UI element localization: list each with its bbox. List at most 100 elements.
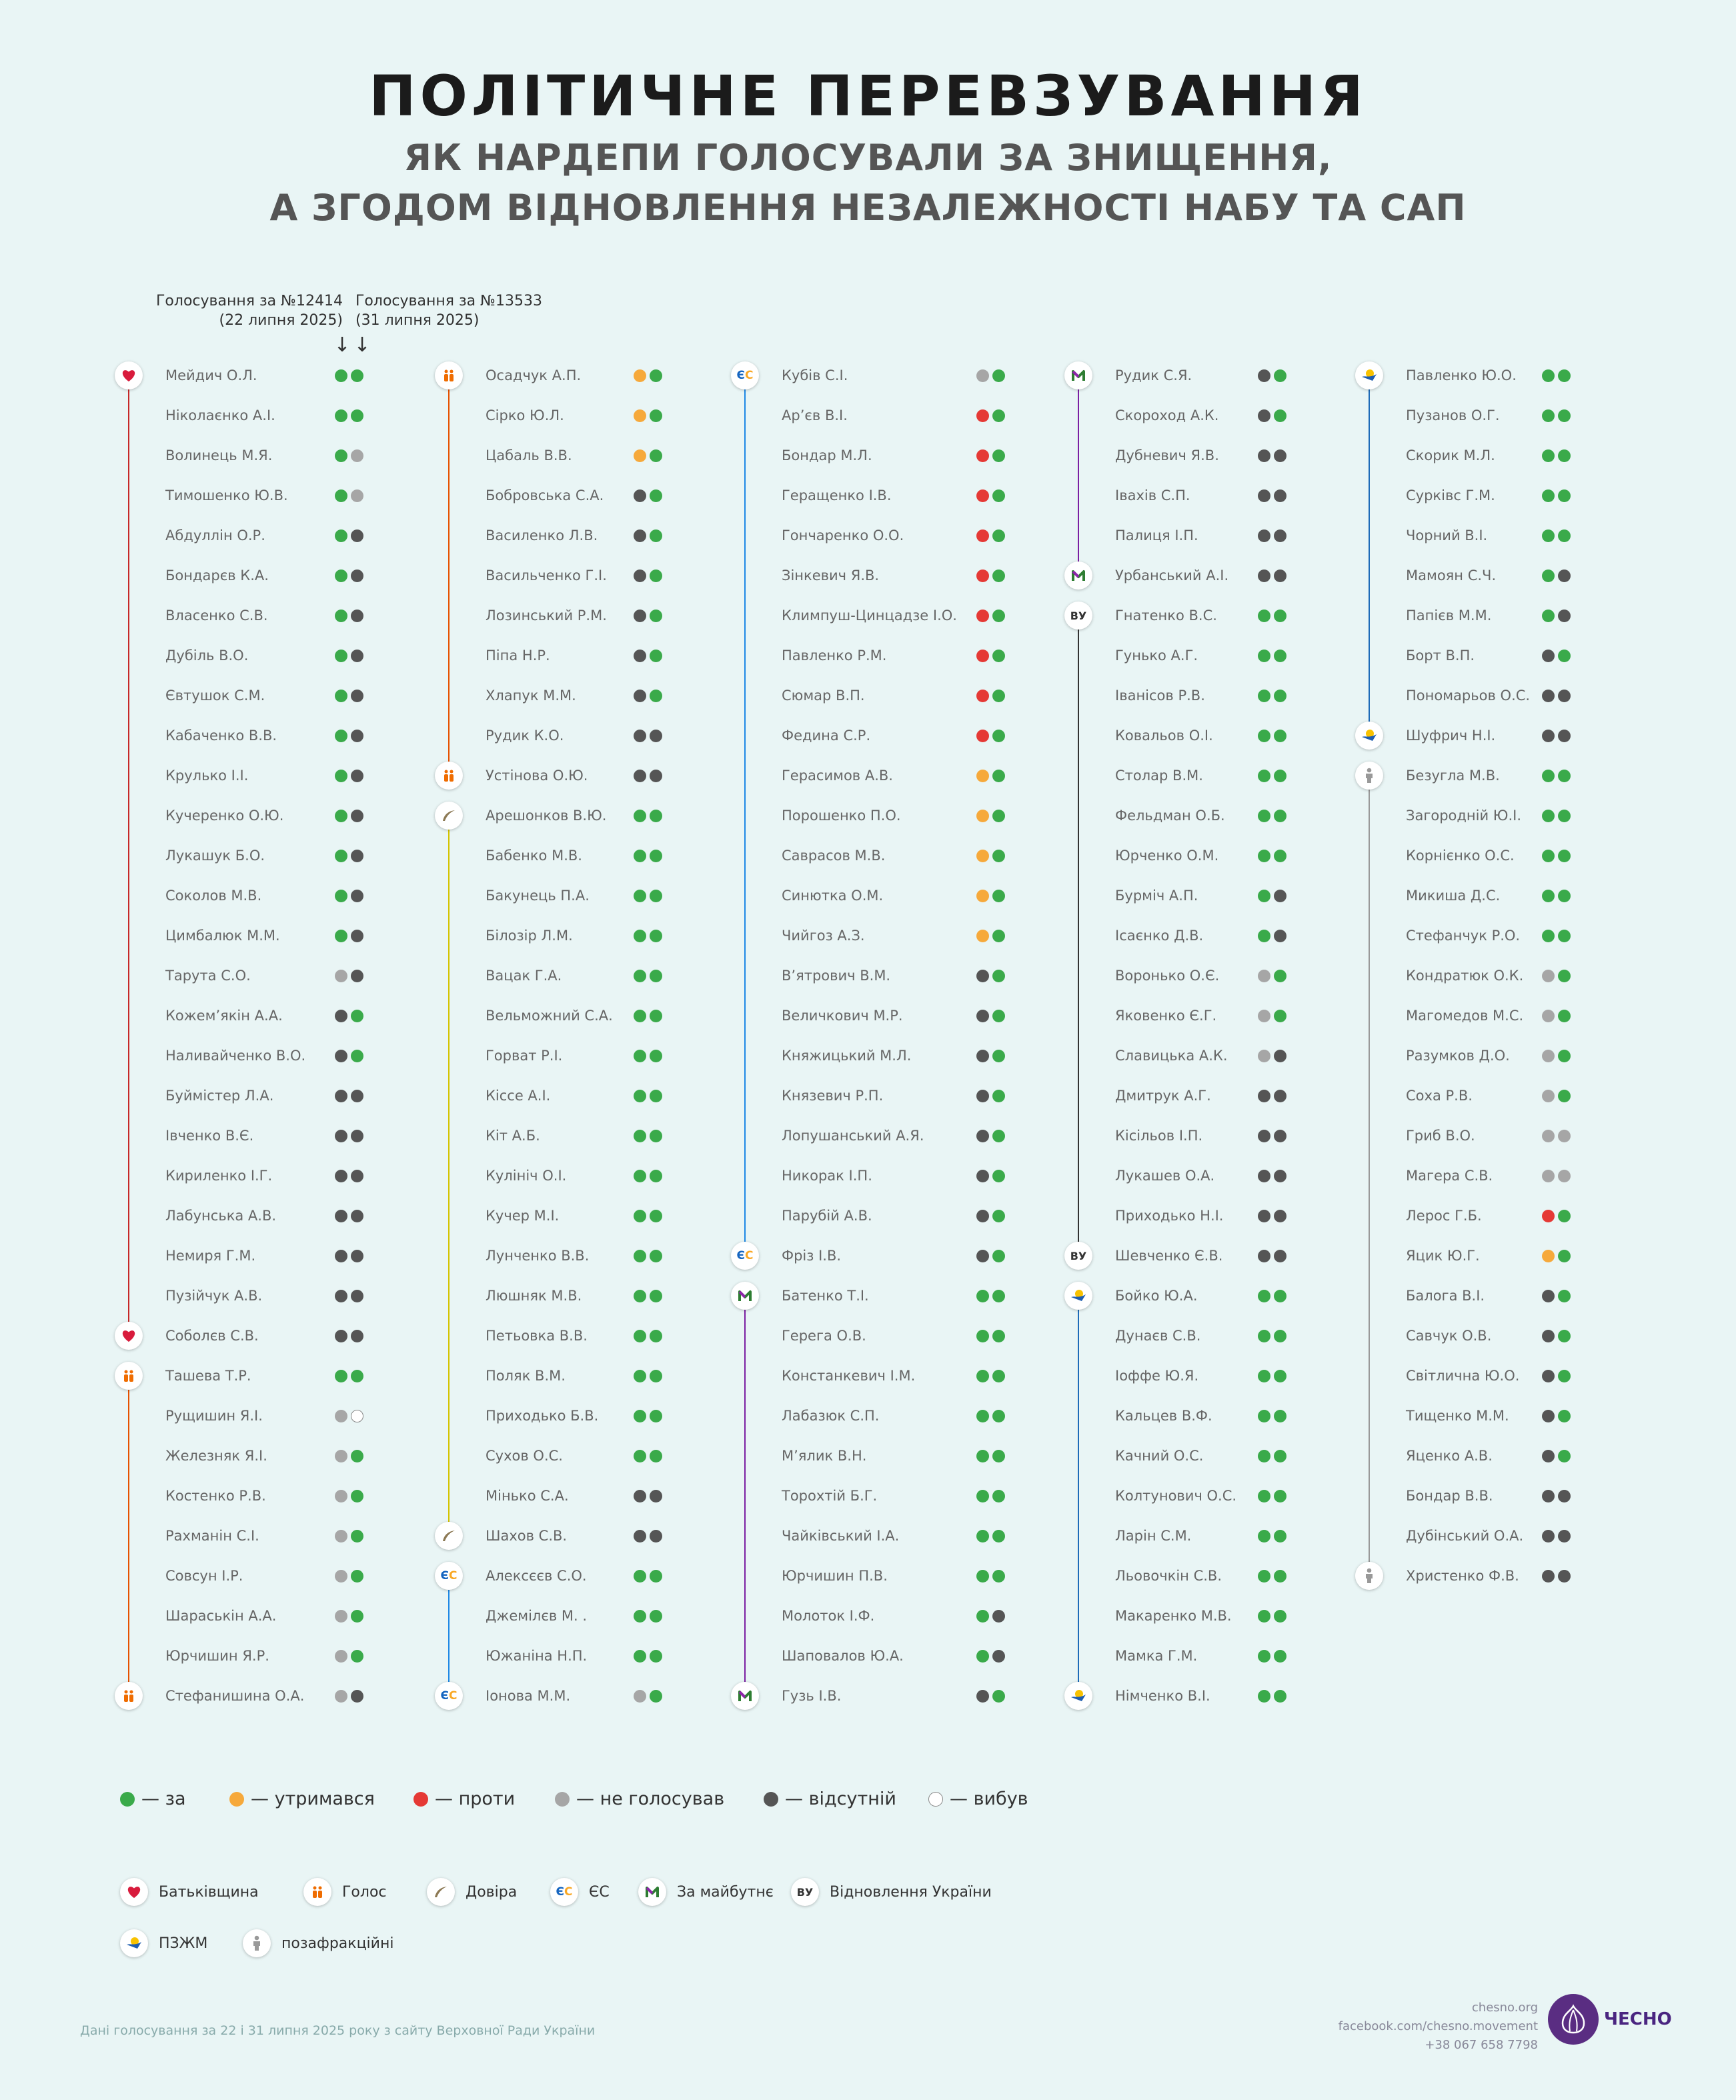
vote-dots: [634, 1290, 662, 1302]
vote-dots: [1542, 890, 1571, 902]
vote1-green-dot-icon: [976, 1570, 989, 1583]
deputy-name: М’ялик В.Н.: [782, 1448, 867, 1464]
vote1-green-dot-icon: [1258, 1330, 1270, 1342]
deputy-row: Урбанський А.І.: [1070, 566, 1383, 586]
deputy-name: Власенко С.В.: [165, 608, 268, 624]
vote1-green-dot-icon: [976, 1370, 989, 1382]
deputy-row: Бобровська С.А.: [440, 485, 754, 505]
vote1-green-dot-icon: [335, 770, 347, 782]
vote1-dark-dot-icon: [976, 1250, 989, 1262]
vote1-orange-dot-icon: [1542, 1250, 1555, 1262]
deputy-name: Немиря Г.М.: [165, 1248, 256, 1264]
vote-dots: [634, 449, 662, 462]
facebook-link[interactable]: facebook.com/chesno.movement: [1338, 2019, 1538, 2033]
vote-dots: [976, 449, 1005, 462]
vote-dots: [335, 770, 363, 782]
deputy-row: Цимбалюк М.М.: [120, 926, 433, 946]
deputy-name: Яцик Ю.Г.: [1406, 1248, 1480, 1264]
logo-text: ЧЕСНО: [1604, 2009, 1672, 2029]
deputy-name: Приходько Б.В.: [486, 1408, 599, 1424]
vote2-dark-dot-icon: [351, 570, 363, 582]
dovira-leaf-icon: [427, 1878, 455, 1906]
faction-line-mayb: [744, 1296, 746, 1696]
faction-line-pzzhm: [1078, 1296, 1079, 1696]
deputy-row: М’ялик В.Н.: [736, 1446, 1050, 1466]
deputy-row: Бондарєв К.А.: [120, 566, 433, 586]
vote-dots: [634, 1050, 662, 1062]
vote2-green-dot-icon: [1274, 409, 1286, 422]
deputy-name: Євтушок С.М.: [165, 688, 265, 704]
vote2-green-dot-icon: [650, 610, 662, 622]
deputy-row: Ковальов О.І.: [1070, 726, 1383, 746]
vote1-green-dot-icon: [1258, 1490, 1270, 1502]
vote1-grey-dot-icon: [335, 1570, 347, 1583]
deputy-name: Рудик К.О.: [486, 728, 564, 744]
deputy-row: Тимошенко Ю.В.: [120, 485, 433, 505]
vote2-green-dot-icon: [351, 1050, 363, 1062]
deputy-row: Южаніна Н.П.: [440, 1646, 754, 1666]
deputy-row: Васильченко Г.І.: [440, 566, 754, 586]
vote2-grey-dot-icon: [351, 489, 363, 502]
vote1-green-dot-icon: [1542, 610, 1555, 622]
vote-dots: [976, 730, 1005, 742]
vote2-green-dot-icon: [650, 1090, 662, 1102]
deputy-name: Василенко Л.В.: [486, 528, 598, 544]
deputy-row: Іоффе Ю.Я.: [1070, 1366, 1383, 1386]
deputy-name: Ніколаєнко А.І.: [165, 407, 275, 423]
vote2-green-dot-icon: [992, 1290, 1005, 1302]
vote2-green-dot-icon: [992, 930, 1005, 942]
vote-dots: [976, 1170, 1005, 1182]
vote1-grey-dot-icon: [1542, 1050, 1555, 1062]
deputy-name: Микиша Д.С.: [1406, 888, 1501, 904]
vote1-green-dot-icon: [335, 489, 347, 502]
vote1-dark-dot-icon: [1542, 1530, 1555, 1542]
vote2-green-dot-icon: [992, 369, 1005, 382]
vote-dots: [976, 530, 1005, 542]
vote1-green-dot-icon: [634, 1250, 646, 1262]
es-logo-icon: ЄС: [550, 1878, 578, 1906]
vote-dots: [634, 1530, 662, 1542]
vote-dots: [634, 930, 662, 942]
deputy-name: Осадчук А.П.: [486, 367, 582, 383]
vote1-grey-dot-icon: [1258, 970, 1270, 982]
vote2-green-dot-icon: [992, 1090, 1005, 1102]
vote2-dark-dot-icon: [650, 730, 662, 742]
vote-dots: [976, 1610, 1005, 1623]
vote-dots: [976, 1330, 1005, 1342]
vote2-green-dot-icon: [992, 1010, 1005, 1022]
vote1-red-dot-icon: [976, 489, 989, 502]
deputy-name: Бакунець П.А.: [486, 888, 590, 904]
deputy-row: Кальцев В.Ф.: [1070, 1406, 1383, 1426]
deputy-name: Палиця І.П.: [1115, 528, 1198, 544]
site-link[interactable]: chesno.org: [1471, 2001, 1538, 2015]
es-logo-icon: ЄС: [731, 361, 759, 389]
faction-line-es: [744, 375, 746, 1256]
deputy-name: Устінова О.Ю.: [486, 768, 588, 784]
vote-dots: [1258, 650, 1286, 662]
deputy-row: Дунаєв С.В.: [1070, 1326, 1383, 1346]
vote-dots: [1258, 1410, 1286, 1422]
deputy-row: Іонова М.М.: [440, 1686, 754, 1706]
vote2-dark-dot-icon: [992, 1610, 1005, 1623]
vote1-dark-dot-icon: [335, 1330, 347, 1342]
deputy-name: Костенко Р.В.: [165, 1488, 266, 1504]
deputy-name: Фельдман О.Б.: [1115, 808, 1225, 824]
vote1-grey-dot-icon: [335, 1690, 347, 1703]
vote2-green-dot-icon: [650, 890, 662, 902]
deputy-row: Князевич Р.П.: [736, 1086, 1050, 1106]
vote1-green-dot-icon: [1542, 930, 1555, 942]
vote-dots: [1258, 1570, 1286, 1583]
vote2-green-dot-icon: [1558, 650, 1571, 662]
vote2-green-dot-icon: [1274, 730, 1286, 742]
deputy-name: Юрченко О.М.: [1115, 848, 1219, 864]
vote1-green-dot-icon: [634, 1450, 646, 1462]
vote1-green-dot-icon: [1542, 890, 1555, 902]
deputy-name: Кондратюк О.К.: [1406, 968, 1524, 984]
deputy-row: Магера С.В.: [1361, 1166, 1674, 1186]
vote2-green-dot-icon: [1558, 1050, 1571, 1062]
vote-dots: [976, 970, 1005, 982]
legend-faction-batk: Батьківщина: [120, 1878, 259, 1906]
deputy-row: Никорак І.П.: [736, 1166, 1050, 1186]
person-icon: [243, 1929, 271, 1957]
deputy-row: Микиша Д.С.: [1361, 886, 1674, 906]
